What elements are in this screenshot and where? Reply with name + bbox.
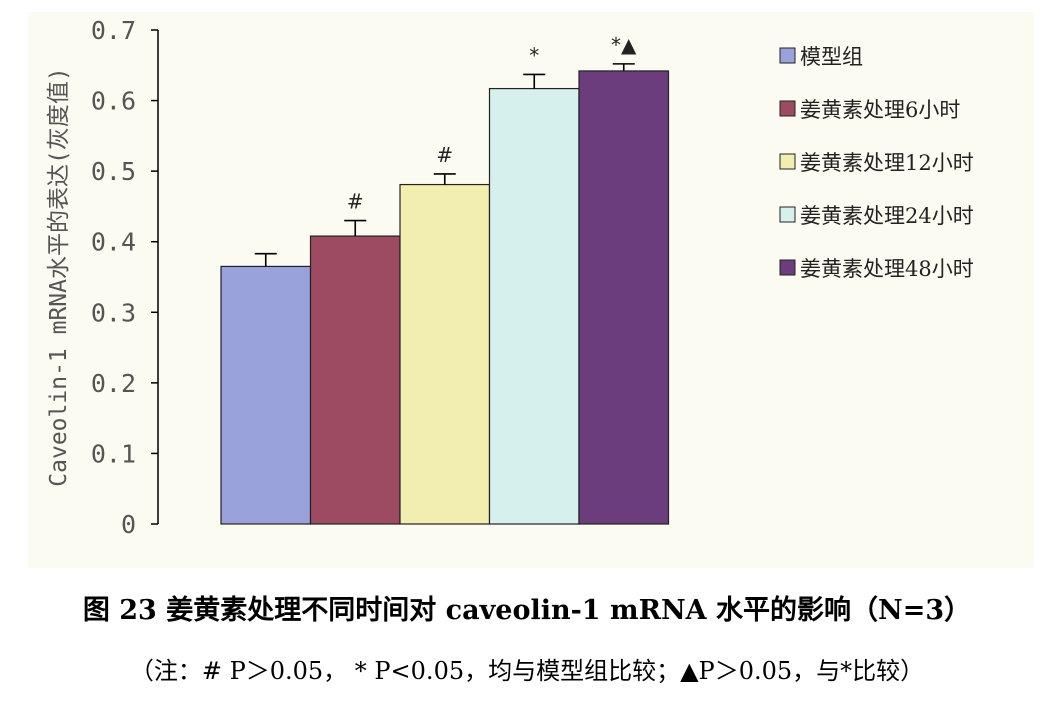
legend-swatch xyxy=(779,47,796,64)
bar-chart: 0 0.1 0.2 0.3 0.4 0.5 0.6 0.7 Caveolin-1 mRNA水平的… xyxy=(46,16,974,539)
y-axis-title: Caveolin-1 mRNA水平的表达(灰度值) xyxy=(46,67,72,486)
figure-note: （注：# P＞0.05， * P<0.05，均与模型组比较；▲P＞0.05，与*… xyxy=(129,657,925,685)
y-tick-label: 0 xyxy=(121,510,136,539)
legend-swatch xyxy=(779,153,796,170)
bar xyxy=(488,87,580,525)
bar xyxy=(220,265,312,525)
legend-swatch xyxy=(779,259,796,276)
bar xyxy=(309,235,401,525)
significance-marker: # xyxy=(347,190,364,214)
y-tick-label: 0.3 xyxy=(91,298,136,327)
significance-marker: * xyxy=(529,43,539,67)
bar xyxy=(578,70,670,525)
y-tick-label: 0.4 xyxy=(91,228,136,257)
y-tick-label: 0.2 xyxy=(91,369,136,398)
legend-label: 姜黄素处理6小时 xyxy=(800,98,960,122)
legend-swatch xyxy=(779,100,796,117)
y-tick-label: 0.6 xyxy=(91,87,136,116)
bar xyxy=(399,183,491,525)
figure-caption: 图 23 姜黄素处理不同时间对 caveolin-1 mRNA 水平的影响（N=… xyxy=(82,595,972,626)
y-tick-label: 0.7 xyxy=(91,16,136,45)
legend-label: 模型组 xyxy=(800,45,863,69)
y-tick-label: 0.1 xyxy=(91,439,136,468)
legend-label: 姜黄素处理48小时 xyxy=(800,257,974,281)
significance-marker: # xyxy=(436,143,453,167)
legend-swatch xyxy=(779,206,796,223)
legend-label: 姜黄素处理24小时 xyxy=(800,204,974,228)
legend-label: 姜黄素处理12小时 xyxy=(800,151,974,175)
significance-marker: *▲ xyxy=(611,33,637,57)
y-tick-label: 0.5 xyxy=(91,157,136,186)
